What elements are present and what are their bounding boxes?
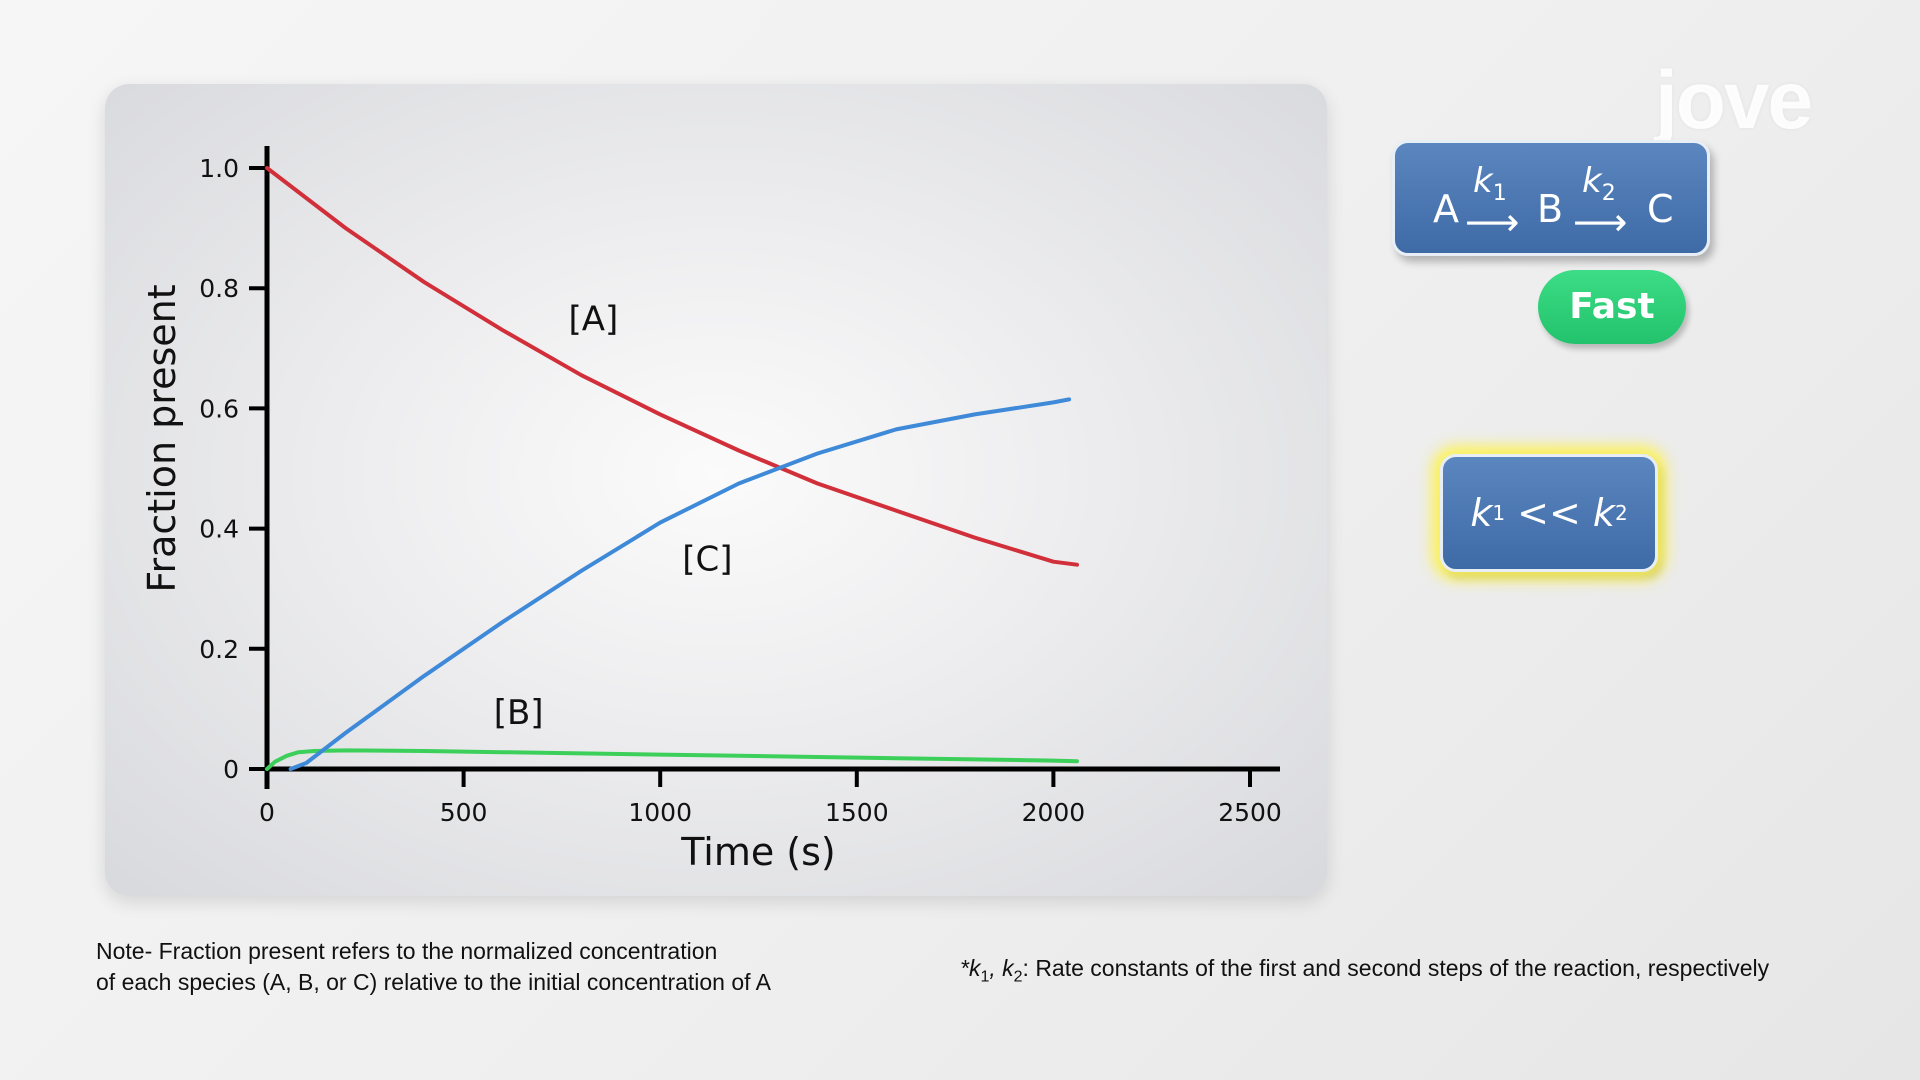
y-axis-title: Fraction present bbox=[140, 284, 184, 592]
curve-label-c: [C] bbox=[682, 540, 732, 580]
reaction-arrow-2: ⟶ bbox=[1573, 200, 1628, 244]
x-tick-label: 500 bbox=[440, 798, 488, 827]
note-line-2: of each species (A, B, or C) relative to… bbox=[96, 969, 772, 995]
x-tick-label: 2000 bbox=[1022, 798, 1086, 827]
note-text: Note- Fraction present refers to the nor… bbox=[96, 936, 771, 998]
series-line-b bbox=[265, 748, 1079, 771]
y-tick-label: 1.0 bbox=[199, 154, 239, 183]
y-tick-label: 0.8 bbox=[199, 274, 239, 303]
species-c: C bbox=[1647, 187, 1674, 231]
rate-constant-footnote: *k1, k2: Rate constants of the first and… bbox=[960, 955, 1770, 986]
reaction-arrow-1: ⟶ bbox=[1465, 200, 1520, 244]
x-tick-label: 0 bbox=[259, 798, 275, 827]
fast-badge: Fast bbox=[1538, 270, 1686, 344]
y-tick-label: 0.2 bbox=[199, 635, 239, 664]
rate-constant-k2: k2 bbox=[1582, 161, 1616, 206]
curve-label-b: [B] bbox=[494, 693, 544, 733]
x-axis-title: Time (s) bbox=[680, 830, 836, 874]
series-line-c bbox=[288, 397, 1072, 771]
chart-panel: 0 500 1000 1500 2000 2500 0 0.2 0.4 0.6 0.8 1.0 Time… bbox=[105, 84, 1327, 896]
species-b: B bbox=[1537, 187, 1564, 231]
line-chart: 0 500 1000 1500 2000 2500 0 0.2 0.4 0.6 0.8 1.0 Time… bbox=[140, 146, 1282, 874]
jove-logo-watermark: jove bbox=[1655, 55, 1813, 146]
y-tick-label: 0.4 bbox=[199, 515, 239, 544]
rate-constant-k1: k1 bbox=[1473, 161, 1507, 206]
y-tick-label: 0.6 bbox=[199, 394, 239, 423]
curve-label-a: [A] bbox=[568, 299, 618, 339]
reaction-scheme-box: A k1 ⟶ B k2 ⟶ C bbox=[1392, 140, 1710, 256]
x-tick-label: 1500 bbox=[825, 798, 889, 827]
x-tick-label: 1000 bbox=[628, 798, 692, 827]
x-tick-label: 2500 bbox=[1218, 798, 1282, 827]
series-line-a bbox=[265, 166, 1079, 567]
note-line-1: Note- Fraction present refers to the nor… bbox=[96, 938, 718, 964]
y-tick-label: 0 bbox=[223, 755, 239, 784]
species-a: A bbox=[1433, 187, 1459, 231]
